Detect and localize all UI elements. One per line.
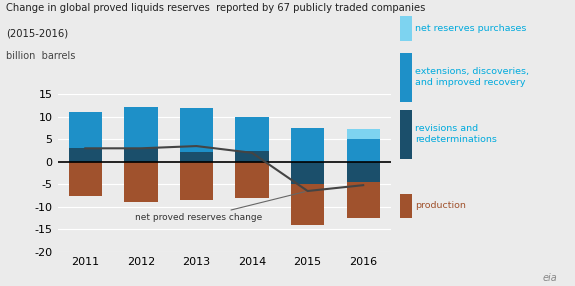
Bar <box>180 108 213 152</box>
Bar <box>235 150 269 162</box>
Text: net proved reserves change: net proved reserves change <box>135 192 305 223</box>
Text: revisions and
redeterminations: revisions and redeterminations <box>415 124 497 144</box>
Bar <box>347 129 380 139</box>
Text: (2015-2016): (2015-2016) <box>6 29 68 39</box>
Text: Change in global proved liquids reserves  reported by 67 publicly traded compani: Change in global proved liquids reserves… <box>6 3 425 13</box>
Bar <box>124 148 158 162</box>
Bar <box>68 112 102 148</box>
Text: eia: eia <box>543 273 558 283</box>
Bar <box>291 128 324 162</box>
Bar <box>235 162 269 198</box>
Bar <box>68 148 102 162</box>
Text: extensions, discoveries,
and improved recovery: extensions, discoveries, and improved re… <box>415 67 529 87</box>
Bar <box>291 162 324 225</box>
Bar <box>347 139 380 162</box>
Bar <box>347 162 380 182</box>
Text: production: production <box>415 201 466 210</box>
Bar <box>68 162 102 196</box>
Text: billion  barrels: billion barrels <box>6 51 75 61</box>
Bar <box>180 162 213 200</box>
Bar <box>124 107 158 148</box>
Bar <box>124 162 158 202</box>
Bar <box>235 117 269 150</box>
Bar <box>291 162 324 184</box>
Bar <box>347 162 380 218</box>
Bar <box>180 152 213 162</box>
Text: net reserves purchases: net reserves purchases <box>415 24 527 33</box>
